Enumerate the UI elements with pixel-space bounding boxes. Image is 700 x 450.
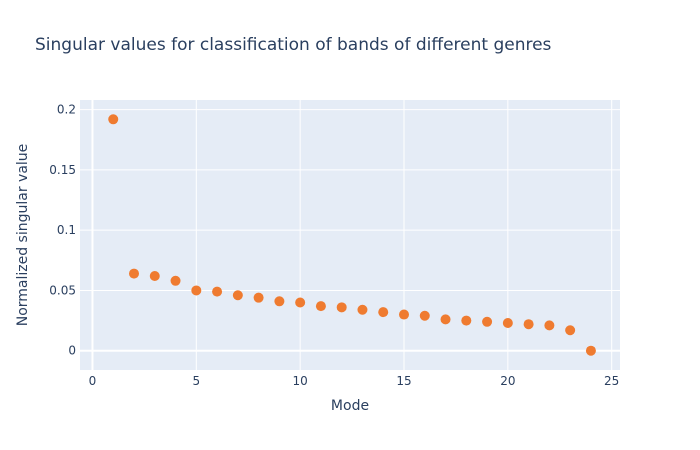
- grid-lines: [80, 100, 620, 370]
- x-tick-label: 15: [396, 374, 411, 388]
- x-tick-label: 0: [89, 374, 97, 388]
- data-point[interactable]: [585, 345, 596, 356]
- x-tick-label: 10: [293, 374, 308, 388]
- plot-area: [80, 100, 620, 370]
- data-point[interactable]: [523, 319, 534, 330]
- x-tick-label: 25: [604, 374, 619, 388]
- data-point[interactable]: [378, 307, 389, 318]
- data-point[interactable]: [399, 309, 409, 320]
- y-tick-label: 0: [68, 344, 76, 358]
- chart-title: Singular values for classification of ba…: [35, 35, 552, 55]
- y-tick-label: 0.05: [49, 283, 76, 297]
- data-point[interactable]: [419, 310, 430, 321]
- data-point[interactable]: [170, 275, 181, 286]
- data-point[interactable]: [440, 314, 451, 325]
- data-point[interactable]: [129, 268, 139, 279]
- data-point[interactable]: [565, 325, 576, 336]
- data-point[interactable]: [544, 320, 555, 331]
- data-point[interactable]: [212, 286, 223, 297]
- data-point[interactable]: [315, 301, 326, 312]
- tick-labels: 0 5 10 15 20 25 0 0.05 0.1 0.15 0.2: [49, 103, 619, 388]
- x-tick-label: 20: [500, 374, 515, 388]
- x-tick-label: 5: [192, 374, 200, 388]
- data-point[interactable]: [502, 317, 513, 328]
- y-tick-label: 0.2: [57, 103, 76, 117]
- data-point[interactable]: [253, 292, 264, 303]
- y-axis-title: Normalized singular value: [15, 144, 31, 327]
- data-point[interactable]: [295, 297, 306, 308]
- data-point[interactable]: [149, 270, 160, 281]
- y-tick-label: 0.15: [49, 163, 76, 177]
- data-point[interactable]: [357, 304, 368, 315]
- data-point[interactable]: [482, 316, 493, 327]
- data-point[interactable]: [274, 296, 285, 307]
- x-axis-title: Mode: [331, 398, 369, 414]
- data-point[interactable]: [461, 315, 472, 326]
- data-point[interactable]: [191, 285, 202, 296]
- data-point[interactable]: [232, 290, 243, 301]
- data-point[interactable]: [108, 114, 119, 125]
- data-point[interactable]: [336, 302, 347, 313]
- data-points: [108, 114, 596, 356]
- y-tick-label: 0.1: [57, 223, 76, 237]
